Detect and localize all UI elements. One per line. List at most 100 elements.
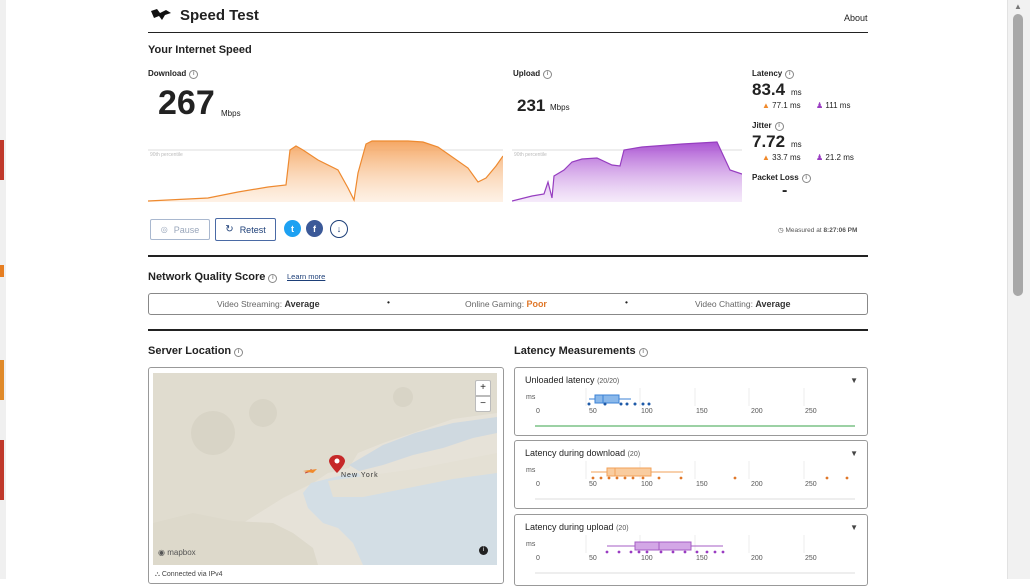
measured-at: ◷ Measured at 8:27:06 PM: [778, 227, 858, 234]
jitter-value: 7.72: [752, 132, 786, 151]
axis-tick: 0: [536, 555, 540, 562]
download-label: Download i: [148, 69, 199, 79]
quality-item-video-chatting: Video Chatting: Average: [695, 299, 791, 309]
facebook-share-icon[interactable]: f: [306, 220, 323, 237]
refresh-icon: ↻: [225, 224, 234, 235]
speed-divider: [148, 255, 868, 257]
jitter-down: ▲ 33.7 ms: [762, 153, 801, 162]
axis-tick: 250: [805, 555, 817, 562]
upload-chart: 90th percentile: [512, 141, 742, 202]
axis-tick: 0: [536, 481, 540, 488]
scrollbar-thumb[interactable]: [1013, 14, 1023, 296]
latency-boxplot-upload: [535, 535, 855, 574]
latency-panel-title: Latency during upload (20): [525, 522, 629, 532]
latency-boxplot-download: [535, 461, 855, 500]
server-map-panel: New York + − ◉ mapbox i ⛬ Connected via …: [148, 367, 504, 584]
axis-tick: 50: [589, 481, 597, 488]
map-city-label: New York: [341, 472, 379, 479]
latency-unit: ms: [791, 88, 802, 97]
zoom-in-button[interactable]: +: [475, 380, 491, 396]
latency-up: ♟ 111 ms: [816, 101, 851, 110]
chevron-down-icon[interactable]: ▼: [850, 449, 858, 458]
jitter-up: ♟ 21.2 ms: [816, 153, 854, 162]
latency-panel-upload[interactable]: Latency during upload (20) ▼ ms 0 50 100…: [514, 514, 868, 586]
app-title: Speed Test: [180, 7, 259, 24]
axis-unit: ms: [526, 467, 536, 474]
axis-tick: 150: [696, 408, 708, 415]
chevron-down-icon[interactable]: ▼: [850, 376, 858, 385]
info-icon[interactable]: i: [189, 70, 199, 79]
axis-tick: 100: [641, 555, 653, 562]
upload-label: Upload i: [513, 69, 553, 79]
twitter-share-icon[interactable]: t: [284, 220, 301, 237]
axis-tick: 250: [805, 408, 817, 415]
latency-panel-title: Latency during download (20): [525, 448, 641, 458]
page-scrollbar[interactable]: ▲: [1007, 0, 1030, 579]
retest-button[interactable]: ↻ Retest: [215, 218, 276, 241]
jitter-unit: ms: [791, 140, 802, 149]
jitter-label: Jitter i: [752, 121, 784, 131]
upload-unit: Mbps: [550, 103, 570, 112]
upload-percentile-label: 90th percentile: [514, 152, 547, 158]
pause-button[interactable]: ◎ Pause: [150, 219, 210, 240]
latency-panel-unloaded[interactable]: Unloaded latency (20/20) ▼ ms 0 50 100 1…: [514, 367, 868, 436]
quality-section-title: Network Quality Score i: [148, 271, 278, 283]
axis-tick: 100: [641, 408, 653, 415]
quality-item-video-streaming: Video Streaming: Average: [217, 299, 320, 309]
packet-loss-label: Packet Loss i: [752, 173, 811, 183]
scroll-up-icon[interactable]: ▲: [1014, 2, 1022, 11]
info-icon[interactable]: i: [785, 70, 795, 79]
info-icon[interactable]: i: [268, 274, 278, 283]
server-section-title: Server Location i: [148, 345, 244, 357]
latency-panel-title: Unloaded latency (20/20): [525, 375, 620, 385]
latency-boxplot-unloaded: [535, 388, 855, 427]
axis-tick: 150: [696, 555, 708, 562]
about-link[interactable]: About: [844, 13, 868, 23]
axis-tick: 200: [751, 555, 763, 562]
axis-tick: 200: [751, 481, 763, 488]
map-info-icon[interactable]: i: [479, 546, 488, 555]
person-icon: ♟: [816, 153, 824, 162]
latency-label: Latency i: [752, 69, 795, 79]
download-percentile-label: 90th percentile: [150, 152, 183, 158]
upload-value: 231: [517, 96, 546, 115]
quality-item-online-gaming: Online Gaming: Poor: [465, 299, 547, 309]
axis-unit: ms: [526, 541, 536, 548]
download-unit: Mbps: [221, 109, 241, 118]
info-icon[interactable]: i: [774, 122, 784, 131]
zoom-out-button[interactable]: −: [475, 396, 491, 412]
download-triangle-icon: ▲: [762, 101, 770, 110]
axis-tick: 50: [589, 555, 597, 562]
packet-loss-value: -: [782, 182, 788, 199]
latency-value: 83.4: [752, 80, 786, 99]
person-icon: ♟: [816, 101, 824, 110]
download-chart: 90th percentile: [148, 140, 503, 202]
info-icon[interactable]: i: [543, 70, 553, 79]
info-icon[interactable]: i: [234, 348, 244, 357]
quality-separator: •: [625, 297, 628, 307]
server-map[interactable]: New York: [153, 373, 497, 565]
chevron-down-icon[interactable]: ▼: [850, 523, 858, 532]
quality-score-bar: Video Streaming: Average • Online Gaming…: [148, 293, 868, 315]
download-triangle-icon: ▲: [762, 153, 770, 162]
background-window-edge: [0, 0, 6, 579]
mapbox-logo-icon: ◉: [158, 548, 165, 557]
info-icon[interactable]: i: [801, 174, 811, 183]
clock-icon: ◷: [778, 227, 784, 234]
speed-section-title: Your Internet Speed: [148, 44, 252, 56]
axis-tick: 200: [751, 408, 763, 415]
quality-separator: •: [387, 297, 390, 307]
mapbox-attribution: ◉ mapbox: [158, 548, 196, 557]
learn-more-link[interactable]: Learn more: [287, 272, 326, 281]
latency-panel-download[interactable]: Latency during download (20) ▼ ms 0 50 1…: [514, 440, 868, 509]
network-icon: ⛬: [155, 571, 160, 578]
download-results-icon[interactable]: ↓: [330, 220, 348, 238]
axis-tick: 0: [536, 408, 540, 415]
download-value: 267: [158, 84, 215, 122]
pause-icon: ◎: [160, 225, 168, 234]
connection-info: ⛬ Connected via IPv4: [155, 571, 223, 578]
latency-measurements-title: Latency Measurements i: [514, 345, 648, 357]
info-icon[interactable]: i: [638, 348, 648, 357]
axis-tick: 250: [805, 481, 817, 488]
axis-tick: 50: [589, 408, 597, 415]
